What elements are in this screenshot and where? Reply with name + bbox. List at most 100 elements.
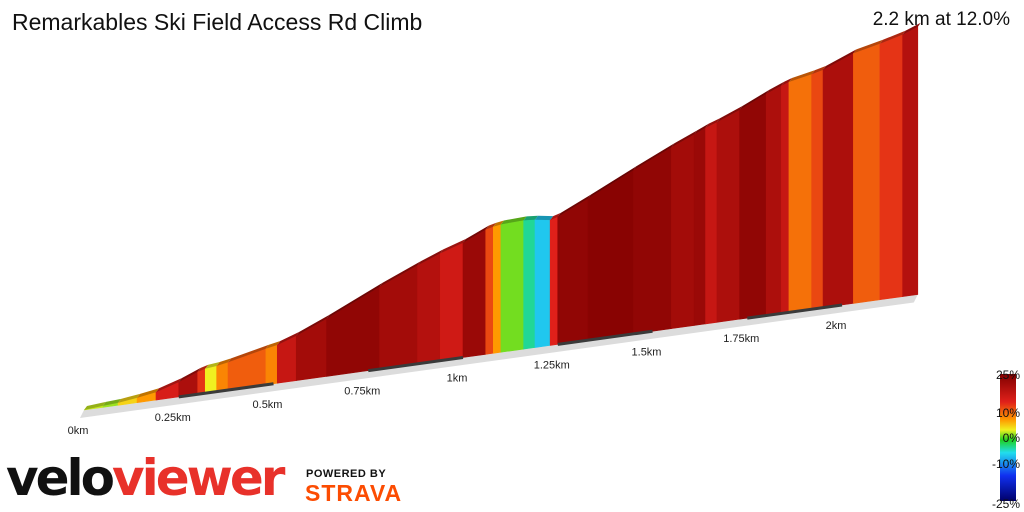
x-tick-label: 1.5km <box>632 346 662 358</box>
gradient-color-scale <box>1000 374 1016 501</box>
gradient-segment <box>549 216 559 346</box>
x-tick-label: 1km <box>447 373 468 385</box>
x-tick-label: 2km <box>826 320 847 332</box>
x-tick-label: 0.75km <box>344 386 380 398</box>
gradient-segment-top <box>853 39 883 54</box>
gradient-segment-top <box>102 398 122 406</box>
legend-label-0: 0% <box>1002 431 1020 445</box>
gradient-segment <box>197 368 206 395</box>
distance-band <box>557 329 653 346</box>
gradient-segment-top <box>557 194 592 217</box>
distance-band <box>747 303 843 320</box>
strava-logo[interactable]: STRAVA <box>305 480 403 506</box>
gradient-segment-top <box>902 22 921 35</box>
gradient-segment-top <box>178 367 201 383</box>
x-tick-label: 1.25km <box>534 359 570 371</box>
gradient-segment-top <box>216 358 232 367</box>
gradient-segment-top <box>156 378 182 393</box>
gradient-segment-top <box>137 388 160 398</box>
gradient-segment <box>204 365 217 394</box>
gradient-segment <box>439 242 464 361</box>
gradient-segment <box>739 93 767 320</box>
distance-band <box>178 382 274 399</box>
gradient-segment <box>417 252 441 365</box>
gradient-segment <box>587 169 634 341</box>
x-tick-label: 0km <box>68 425 89 437</box>
gradient-segment <box>534 219 551 348</box>
gradient-segment <box>462 229 487 358</box>
legend-label-min: -25% <box>991 497 1020 511</box>
chart-title: Remarkables Ski Field Access Rd Climb <box>12 9 423 35</box>
gradient-segment-top <box>739 89 770 110</box>
gradient-segment <box>902 26 919 297</box>
gradient-segment-top <box>84 401 106 410</box>
gradient-segment <box>379 264 418 370</box>
veloviewer-logo[interactable]: veloviewer <box>6 448 285 508</box>
gradient-segment-top <box>633 143 675 171</box>
profile-ground-strip <box>80 294 918 418</box>
gradient-segment-top <box>523 215 539 221</box>
x-tick-label: 1.75km <box>723 333 759 345</box>
gradient-segment-top <box>811 65 827 75</box>
gradient-segment-top <box>823 49 857 70</box>
gradient-segment <box>557 198 589 345</box>
x-tick-label: 0.25km <box>155 412 191 424</box>
climb-summary: 2.2 km at 12.0% <box>872 9 1010 30</box>
gradient-segment-top <box>588 166 637 199</box>
gradient-segment <box>500 220 524 353</box>
legend-label-max: 25% <box>995 368 1020 382</box>
gradient-segment-top <box>379 261 421 287</box>
gradient-segment-top <box>879 30 906 44</box>
gradient-segment <box>853 43 881 304</box>
gradient-segment-top <box>788 70 815 82</box>
logo-velo: velo <box>6 449 115 507</box>
gradient-segment <box>879 34 903 301</box>
gradient-segment-top <box>205 362 220 369</box>
gradient-segment <box>633 146 672 335</box>
gradient-segment <box>781 81 790 314</box>
gradient-segment <box>705 121 718 325</box>
gradient-segment-top <box>535 215 554 221</box>
gradient-segment-top <box>228 344 269 363</box>
gradient-segment-top <box>781 77 792 86</box>
gradient-segment-top <box>493 220 504 227</box>
gradient-segment <box>216 361 229 392</box>
gradient-segment <box>788 73 812 313</box>
gradient-segment-top <box>326 282 383 319</box>
legend-label-10: 10% <box>995 406 1020 420</box>
gradient-segment-top <box>440 238 466 254</box>
gradient-segment <box>523 219 536 350</box>
distance-band <box>368 356 464 373</box>
gradient-segment-top <box>296 314 330 336</box>
gradient-segment-top <box>417 249 444 266</box>
gradient-segment <box>765 85 782 316</box>
gradient-segment-top <box>463 225 489 243</box>
legend-label-neg10: -10% <box>991 457 1020 471</box>
gradient-segment-top <box>277 331 300 346</box>
gradient-segment-top <box>197 364 209 372</box>
gradient-segment-top <box>766 81 785 94</box>
gradient-segment <box>485 226 494 355</box>
gradient-segment <box>693 127 706 326</box>
gradient-segment-top <box>265 341 281 349</box>
gradient-segment-top <box>716 105 743 123</box>
logo-viewer: viewer <box>112 449 285 507</box>
gradient-segment-top <box>694 123 709 135</box>
gradient-segment <box>822 52 854 308</box>
gradient-segment-top <box>671 130 698 148</box>
gradient-segment-top <box>485 222 497 230</box>
gradient-segment-top <box>118 393 141 403</box>
gradient-segment-top <box>705 118 720 128</box>
gradient-segment-top <box>500 216 527 225</box>
gradient-segment <box>811 69 824 310</box>
gradient-segment <box>265 344 278 386</box>
gradient-segment <box>295 318 327 381</box>
gradient-segment <box>326 286 380 377</box>
powered-by-label: POWERED BY <box>306 468 387 480</box>
gradient-segment <box>716 109 740 323</box>
gradient-segment-top <box>550 212 561 221</box>
x-tick-label: 0.5km <box>253 399 283 411</box>
gradient-segment <box>671 133 695 329</box>
